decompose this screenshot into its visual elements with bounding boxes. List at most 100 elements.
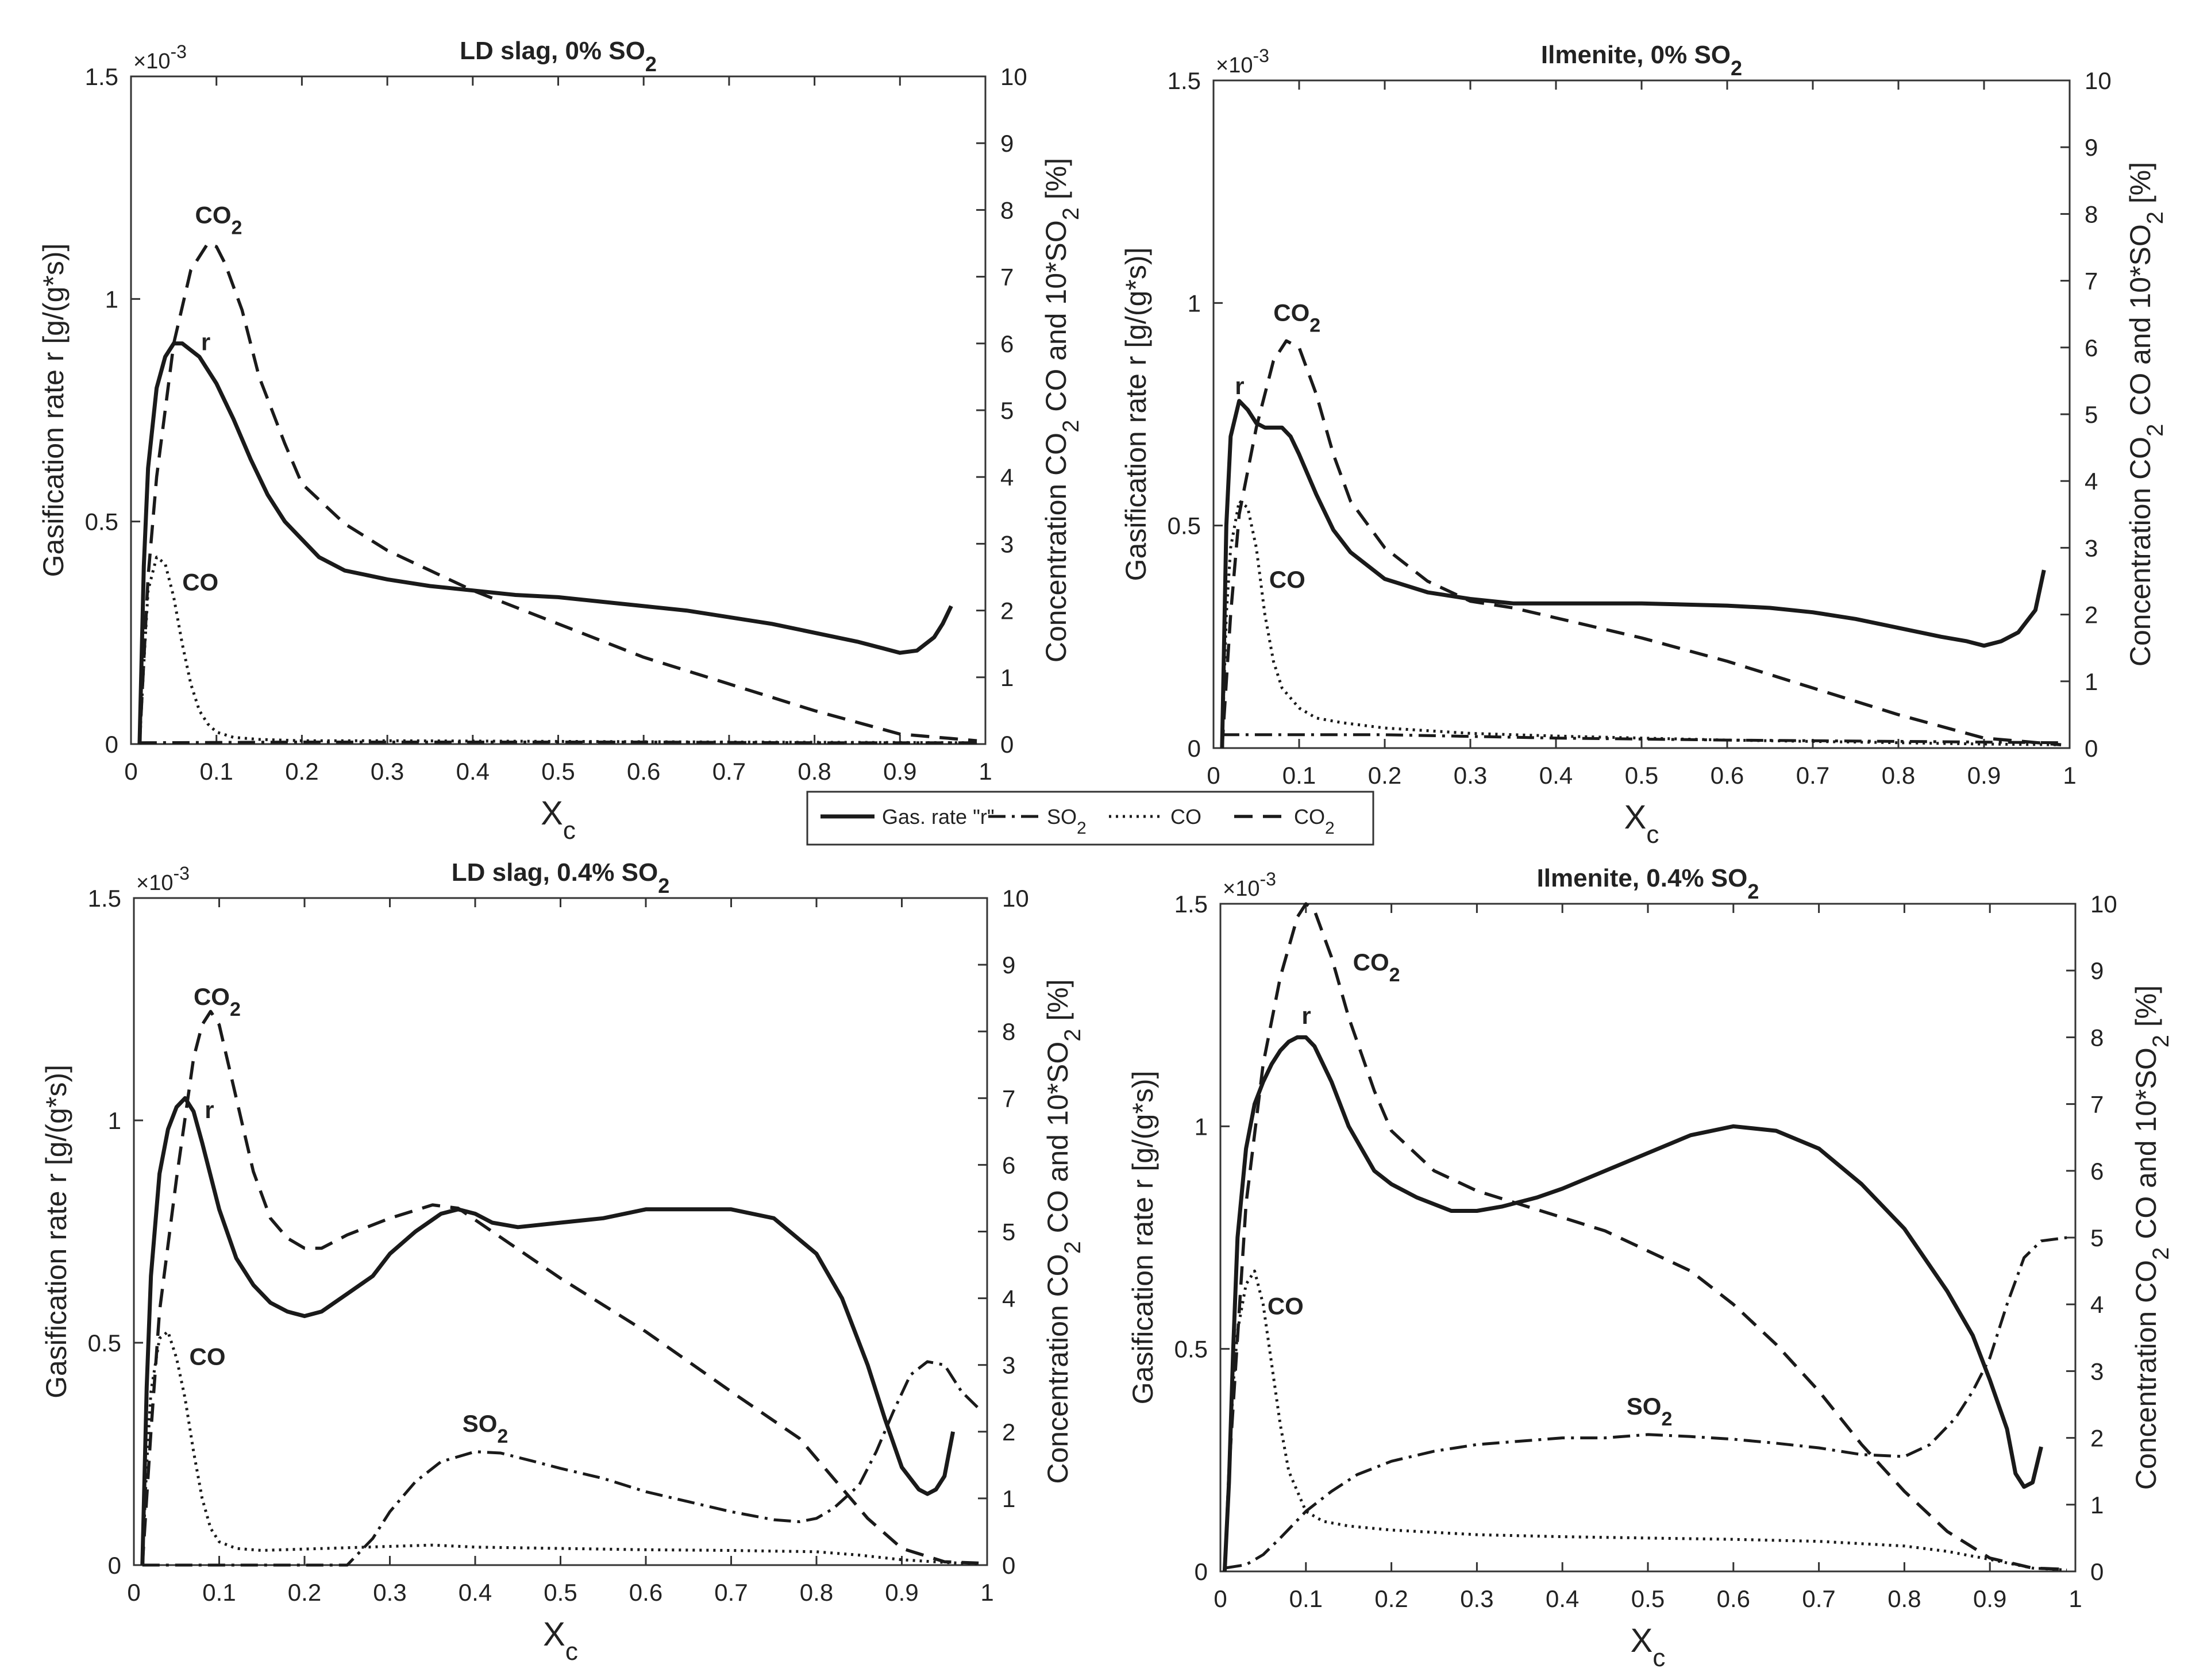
series-line-r (137, 341, 953, 745)
y2-tick-label: 8 (2085, 201, 2098, 228)
y-axis-label: Gasification rate r [g/(g*s)] (1127, 1071, 1159, 1405)
y2-tick-label: 10 (1002, 885, 1029, 912)
panels: 0 0.1 0.2 0.3 0.4 0.5 0.6 0.7 0.8 0.9 100.511.5012… (37, 37, 2174, 1672)
y2-tick-label: 1 (1000, 664, 1014, 691)
y2-axis-label-part2: CO and 10*SO (2130, 1047, 2162, 1247)
y-tick-label: 1.5 (1174, 891, 1208, 918)
x-axis-label-text: X (541, 795, 563, 832)
y2-tick-label: 3 (1002, 1352, 1015, 1379)
chart-panel-3: 0 0.1 0.2 0.3 0.4 0.5 0.6 0.7 0.8 0.9 100.511.5012… (40, 858, 1085, 1666)
x-tick-label: 0.3 (373, 1579, 406, 1606)
y-exponent-label: ×10-3 (136, 863, 190, 895)
x-axis-label-text: X (1631, 1622, 1653, 1659)
legend-label-text: SO (1047, 805, 1077, 829)
legend: Gas. rate "r" SO2 CO CO2 (806, 791, 1374, 846)
x-axis-label: Xc (1631, 1622, 1666, 1672)
y2-axis-label-part1: Concentration CO (1042, 1254, 1074, 1484)
y2-tick-label: 10 (1000, 63, 1027, 90)
y2-tick-label: 1 (1002, 1485, 1015, 1512)
legend-box (806, 791, 1374, 846)
y2-tick-label: 7 (1000, 264, 1014, 291)
x-tick-label: 1 (979, 758, 992, 785)
y2-tick-label: 8 (1002, 1018, 1015, 1045)
x-tick-label: 0.6 (627, 758, 660, 785)
x-tick-label: 0.3 (1454, 762, 1487, 789)
y2-axis-label-part1: Concentration CO (2124, 437, 2156, 666)
annotation-text: CO (1269, 566, 1305, 593)
y2-tick-label: 6 (1002, 1151, 1015, 1178)
series-line-so2 (142, 1360, 980, 1567)
series-line-r (1220, 399, 2046, 749)
annotation-label: SO2 (463, 1410, 509, 1447)
y-tick-label: 0 (108, 1552, 121, 1579)
y2-tick-label: 3 (1000, 530, 1014, 557)
y2-tick-label: 0 (2085, 735, 2098, 762)
x-tick-label: 0.9 (1967, 762, 2001, 789)
x-tick-label: 0.1 (202, 1579, 236, 1606)
y-tick-label: 0.5 (1168, 513, 1201, 540)
y2-tick-label: 1 (2090, 1492, 2104, 1519)
chart-title-text: LD slag, 0.4% SO (452, 858, 658, 887)
y2-tick-label: 4 (1002, 1285, 1015, 1312)
y2-tick-label: 6 (2085, 334, 2098, 361)
annotation-text: CO (1273, 299, 1309, 326)
y2-tick-label: 4 (2085, 468, 2098, 495)
annotation-label: CO2 (1353, 949, 1400, 986)
annotation-text: CO (182, 569, 218, 596)
annotation-label: SO2 (1627, 1393, 1673, 1430)
y-tick-label: 1.5 (88, 885, 121, 912)
x-tick-label: 0.3 (371, 758, 404, 785)
annotation-text: CO (194, 983, 230, 1010)
y2-axis-label: Concentration CO2 CO and 10*SO2 [%] (2130, 985, 2174, 1490)
x-axis-label-text: X (1624, 799, 1647, 836)
annotation-subscript: 2 (232, 217, 242, 239)
y2-axis-label-sub1: 2 (1058, 420, 1084, 433)
y-exponent-base: ×10 (1223, 877, 1259, 901)
y-exponent-label: ×10-3 (133, 41, 187, 74)
annotation-subscript: 2 (497, 1425, 508, 1447)
legend-label-text: CO (1170, 805, 1201, 829)
y-tick-label: 1 (1188, 290, 1201, 317)
y-tick-label: 1.5 (85, 63, 118, 90)
y2-axis-label-sub1: 2 (2143, 424, 2168, 437)
x-tick-label: 0.5 (1625, 762, 1658, 789)
chart-title-subscript: 2 (658, 874, 669, 897)
y2-tick-label: 2 (2085, 602, 2098, 629)
y-tick-label: 0.5 (88, 1330, 121, 1357)
x-tick-label: 0.1 (1282, 762, 1316, 789)
annotation-label: r (201, 328, 210, 355)
y-exponent-power: -3 (173, 863, 189, 884)
y2-tick-label: 5 (1002, 1219, 1015, 1246)
y-axis-label: Gasification rate r [g/(g*s)] (37, 244, 70, 577)
y-exponent-power: -3 (170, 41, 186, 62)
x-tick-label: 0 (124, 758, 137, 785)
y2-tick-label: 0 (2090, 1558, 2104, 1585)
y2-axis-label-part3: [%] (2124, 162, 2156, 211)
y2-axis-label: Concentration CO2 CO and 10*SO2 [%] (1040, 158, 1084, 662)
annotation-label: CO (1268, 1293, 1304, 1320)
x-tick-label: 0.1 (1289, 1585, 1323, 1612)
x-tick-label: 0.3 (1460, 1585, 1493, 1612)
y2-axis-label-part1: Concentration CO (1040, 433, 1072, 662)
x-tick-label: 0.4 (459, 1579, 492, 1606)
x-tick-label: 0.5 (544, 1579, 577, 1606)
y2-tick-label: 3 (2090, 1358, 2104, 1385)
chart-title-subscript: 2 (645, 52, 657, 76)
y2-axis-label-sub2: 2 (1058, 207, 1084, 220)
y2-axis-label-sub2: 2 (2143, 211, 2168, 224)
y2-tick-label: 8 (2090, 1024, 2104, 1051)
y2-tick-label: 1 (2085, 668, 2098, 695)
y2-axis-label-part2: CO and 10*SO (2124, 224, 2156, 423)
y2-tick-label: 9 (1000, 130, 1014, 157)
annotation-text: r (205, 1096, 214, 1123)
y2-tick-label: 6 (1000, 330, 1014, 357)
y2-tick-label: 5 (2085, 401, 2098, 428)
x-axis-label: Xc (1624, 799, 1659, 849)
chart-title-text: Ilmenite, 0.4% SO (1537, 864, 1748, 892)
y-exponent-base: ×10 (133, 49, 170, 74)
x-tick-label: 0 (1207, 762, 1220, 789)
series-line-so2 (1224, 1236, 2067, 1570)
annotation-label: CO (182, 569, 218, 596)
y-axis-label: Gasification rate r [g/(g*s)] (1120, 248, 1152, 581)
y-tick-label: 1 (105, 286, 118, 313)
